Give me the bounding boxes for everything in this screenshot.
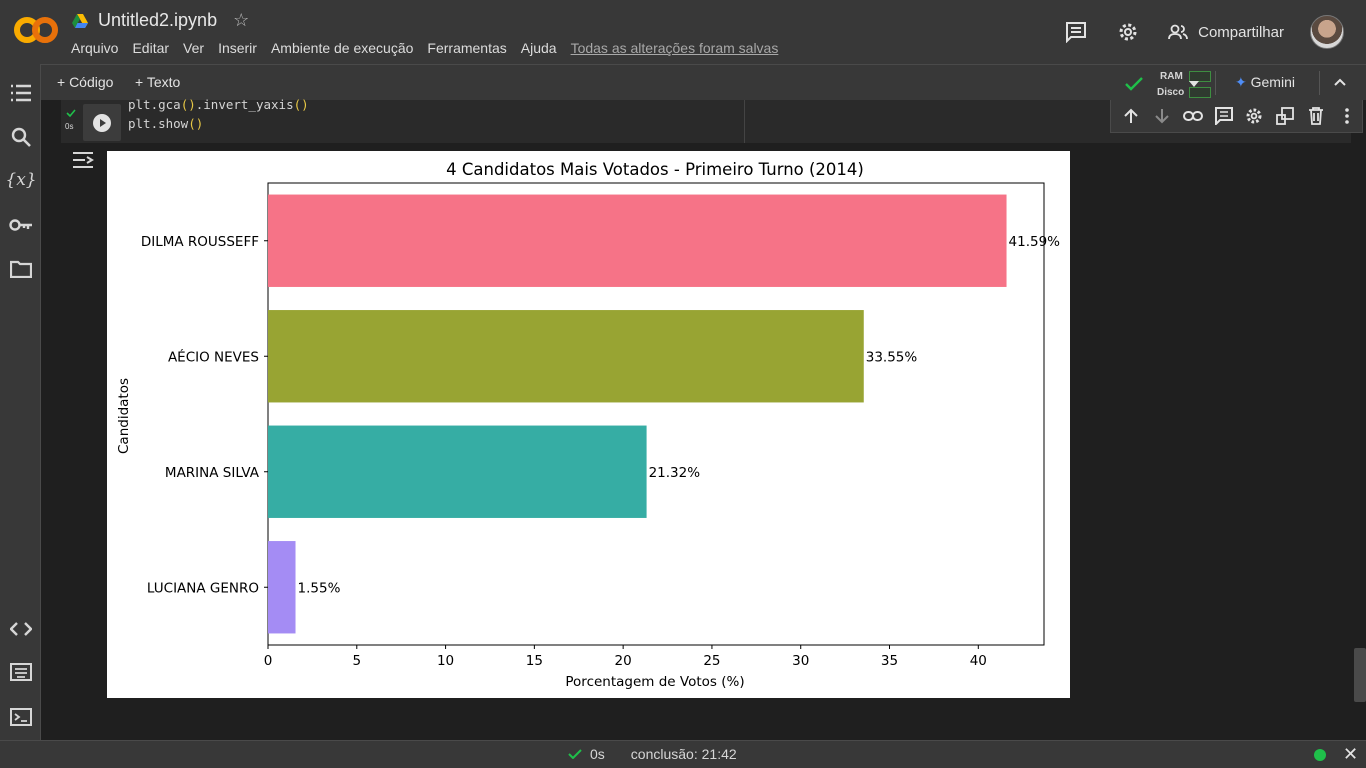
drive-icon (72, 13, 88, 28)
gemini-sparkle-icon: ✦ (1235, 74, 1247, 90)
settings-gear-icon[interactable] (1116, 20, 1140, 44)
add-code-button[interactable]: + Código (57, 74, 114, 90)
menu-ambiente[interactable]: Ambiente de execução (270, 40, 414, 56)
run-cell-button[interactable] (83, 104, 121, 141)
bar-3 (268, 541, 296, 634)
bar-2 (268, 425, 647, 518)
data-label-2: 21.32% (649, 465, 701, 481)
colab-logo[interactable] (14, 14, 58, 46)
bar-0 (268, 194, 1007, 287)
y-tick-label-3: LUCIANA GENRO (147, 580, 259, 596)
code-snippets-icon[interactable] (9, 617, 33, 641)
delete-icon[interactable] (1301, 103, 1332, 129)
bar-chart: 4 Candidatos Mais Votados - Primeiro Tur… (116, 160, 1061, 690)
code-editor[interactable]: plt.gca().invert_yaxis() plt.show() (128, 97, 309, 131)
status-completed: conclusão: 21:42 (630, 746, 737, 762)
x-axis-label: Porcentagem de Votos (%) (565, 674, 744, 690)
cell-output: 4 Candidatos Mais Votados - Primeiro Tur… (107, 151, 1070, 698)
x-tick-label-6: 30 (792, 653, 809, 669)
menu-ajuda[interactable]: Ajuda (520, 40, 557, 56)
vertical-scrollbar[interactable] (1354, 648, 1366, 702)
x-tick-label-0: 0 (264, 653, 273, 669)
connected-check-icon (1125, 77, 1143, 91)
disk-label: Disco (1157, 87, 1185, 98)
gemini-label: Gemini (1250, 74, 1295, 90)
x-tick-label-8: 40 (970, 653, 987, 669)
gemini-button[interactable]: ✦ Gemini (1235, 74, 1295, 91)
status-check-icon (568, 749, 582, 759)
share-button[interactable]: Compartilhar (1168, 24, 1284, 41)
exec-check-icon (66, 109, 76, 117)
y-tick-label-0: DILMA ROUSSEFF (141, 234, 259, 250)
people-icon (1168, 24, 1189, 40)
notebook-content: 0s plt.gca().invert_yaxis() plt.show() 4 … (41, 97, 1366, 740)
move-down-icon[interactable] (1147, 103, 1178, 129)
disk-bar (1189, 87, 1211, 98)
add-text-button[interactable]: + Texto (135, 74, 181, 90)
cell-toolbar (1110, 100, 1363, 133)
cell-gutter: 0s (61, 100, 81, 143)
folder-icon[interactable] (9, 257, 33, 281)
bar-1 (268, 310, 864, 403)
comment-cell-icon[interactable] (1208, 103, 1239, 129)
table-of-contents-icon[interactable] (9, 81, 33, 105)
exec-time: 0s (65, 122, 74, 131)
key-icon[interactable] (9, 213, 33, 237)
close-status-icon[interactable]: ✕ (1343, 744, 1359, 764)
mirror-cell-icon[interactable] (1270, 103, 1301, 129)
menu-inserir[interactable]: Inserir (218, 40, 257, 56)
menu-ferramentas[interactable]: Ferramentas (427, 40, 507, 56)
share-label: Compartilhar (1198, 23, 1284, 41)
more-options-icon[interactable] (1331, 103, 1362, 129)
menu-arquivo[interactable]: Arquivo (71, 40, 119, 56)
save-status-link[interactable]: Todas as alterações foram salvas (570, 40, 779, 56)
resources-indicator[interactable]: RAM Disco (1125, 68, 1245, 98)
menu-editar[interactable]: Editar (132, 40, 170, 56)
y-axis-label: Candidatos (116, 378, 132, 454)
menu-ver[interactable]: Ver (183, 40, 205, 56)
connection-status-dot (1314, 749, 1326, 761)
code-cell[interactable]: 0s plt.gca().invert_yaxis() plt.show() (61, 97, 1363, 143)
x-tick-label-4: 20 (615, 653, 632, 669)
variables-icon[interactable]: {x} (5, 170, 37, 190)
top-bar: Untitled2.ipynb ☆ Arquivo Editar Ver Ins… (0, 0, 1366, 64)
x-tick-label-2: 10 (437, 653, 454, 669)
ram-bar (1189, 71, 1211, 82)
ram-label: RAM (1160, 71, 1183, 82)
terminal-icon[interactable] (9, 705, 33, 729)
comment-icon[interactable] (1064, 20, 1088, 44)
user-avatar[interactable] (1310, 15, 1344, 49)
x-tick-label-3: 15 (526, 653, 543, 669)
link-icon[interactable] (1178, 103, 1209, 129)
x-tick-label-1: 5 (352, 653, 361, 669)
data-label-0: 41.59% (1009, 234, 1061, 250)
output-options-icon[interactable] (72, 150, 94, 170)
x-tick-label-5: 25 (703, 653, 720, 669)
cell-settings-icon[interactable] (1239, 103, 1270, 129)
command-palette-icon[interactable] (9, 660, 33, 684)
plot-frame (267, 182, 1045, 646)
notebook-toolbar: + Código + Texto RAM Disco ✦ Gemini (41, 64, 1366, 100)
star-icon[interactable]: ☆ (233, 10, 250, 30)
x-tick-label-7: 35 (881, 653, 898, 669)
left-sidebar: {x} (0, 64, 41, 740)
menu-bar: Arquivo Editar Ver Inserir Ambiente de e… (71, 40, 792, 56)
chart-title: 4 Candidatos Mais Votados - Primeiro Tur… (446, 160, 864, 179)
data-label-3: 1.55% (298, 580, 341, 596)
notebook-title[interactable]: Untitled2.ipynb (98, 10, 218, 30)
search-icon[interactable] (9, 125, 33, 149)
status-bar: 0s conclusão: 21:42 ✕ (0, 740, 1366, 768)
chevron-down-icon[interactable] (1188, 80, 1200, 88)
y-tick-label-1: AÉCIO NEVES (168, 348, 259, 365)
move-up-icon[interactable] (1116, 103, 1147, 129)
y-tick-label-2: MARINA SILVA (165, 465, 260, 481)
data-label-1: 33.55% (866, 349, 918, 365)
collapse-chevron-up-icon[interactable] (1334, 78, 1346, 86)
play-icon (93, 113, 111, 132)
status-elapsed: 0s (590, 746, 605, 762)
